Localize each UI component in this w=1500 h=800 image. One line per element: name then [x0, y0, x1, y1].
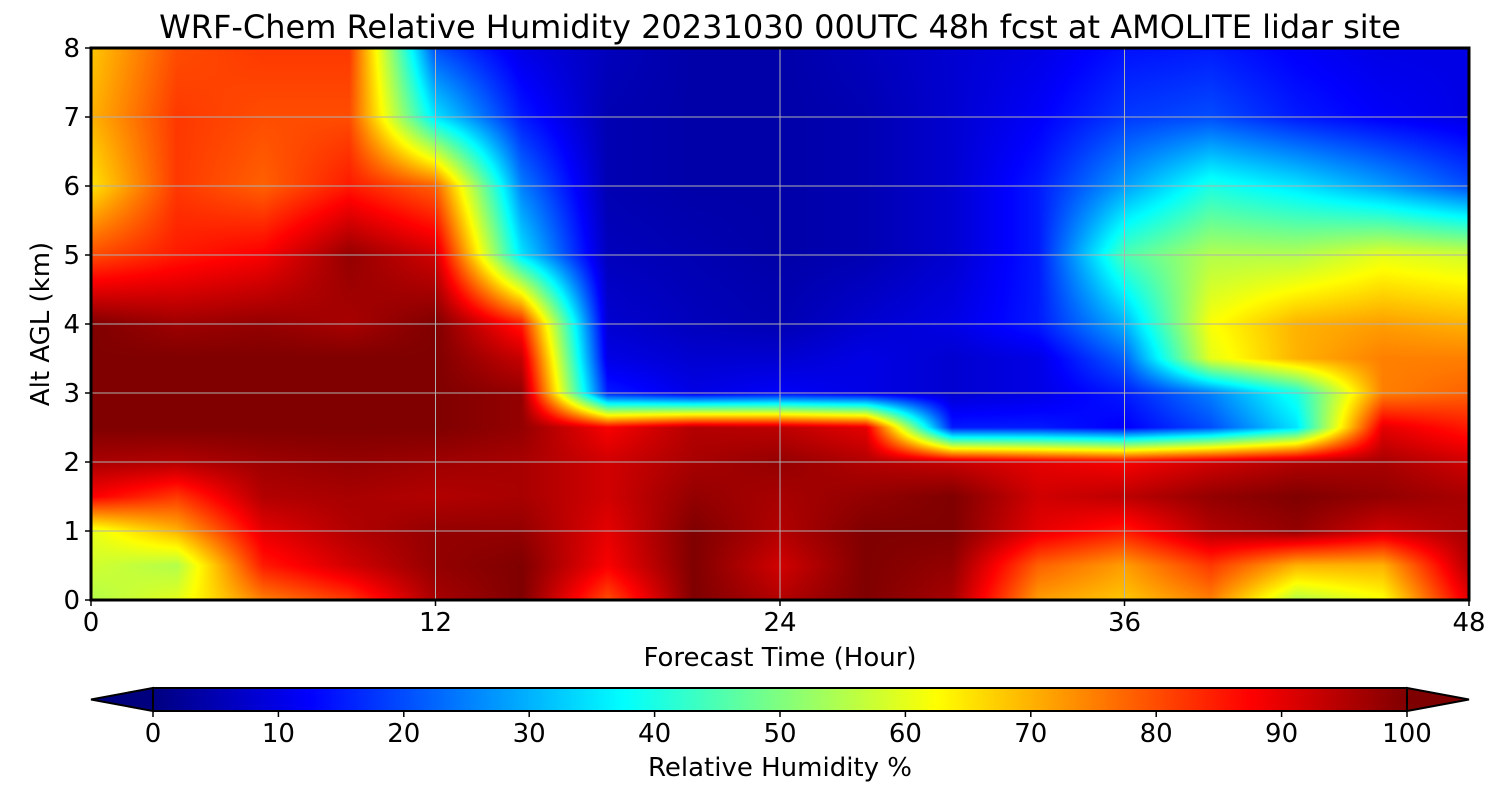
x-tick-label: 36 — [1108, 608, 1141, 638]
y-tick-label: 1 — [63, 517, 80, 547]
y-tick-label: 6 — [63, 172, 80, 202]
colorbar-tick-label: 80 — [1140, 719, 1173, 749]
x-tick-label: 0 — [83, 608, 100, 638]
colorbar-tick-label: 70 — [1014, 719, 1047, 749]
colorbar-tick-label: 0 — [145, 719, 162, 749]
y-tick-label: 8 — [63, 34, 80, 64]
y-tick-label: 3 — [63, 379, 80, 409]
colorbar-tick-label: 10 — [262, 719, 295, 749]
plot-frame-overlay — [89, 46, 1471, 602]
colorbar-tick-label: 50 — [763, 719, 796, 749]
x-tick-label: 24 — [763, 608, 796, 638]
colorbar-tick-label: 90 — [1265, 719, 1298, 749]
y-axis-ticks: 0 1 2 3 4 5 6 7 8 — [63, 34, 91, 616]
colorbar-gradient — [153, 688, 1407, 711]
x-tick-label: 12 — [419, 608, 452, 638]
chart-title: WRF-Chem Relative Humidity 20231030 00UT… — [159, 8, 1401, 46]
colorbar-ticks: 0 10 20 30 40 50 60 70 80 90 100 — [145, 711, 1432, 749]
y-tick-label: 7 — [63, 103, 80, 133]
y-tick-label: 0 — [63, 586, 80, 616]
x-tick-label: 48 — [1452, 608, 1485, 638]
colorbar-tick-label: 30 — [513, 719, 546, 749]
colorbar-tick-label: 40 — [638, 719, 671, 749]
colorbar-tick-label: 100 — [1382, 719, 1432, 749]
y-tick-label: 5 — [63, 241, 80, 271]
colorbar-label: Relative Humidity % — [648, 753, 912, 783]
y-axis-label: Alt AGL (km) — [26, 242, 56, 406]
colorbar-tick-label: 60 — [889, 719, 922, 749]
y-tick-label: 4 — [63, 310, 80, 340]
x-axis-label: Forecast Time (Hour) — [643, 643, 916, 673]
y-tick-label: 2 — [63, 448, 80, 478]
x-axis-ticks: 0 12 24 36 48 — [83, 600, 1486, 638]
colorbar-tick-label: 20 — [387, 719, 420, 749]
colorbar-frame-overlay — [152, 687, 1408, 712]
